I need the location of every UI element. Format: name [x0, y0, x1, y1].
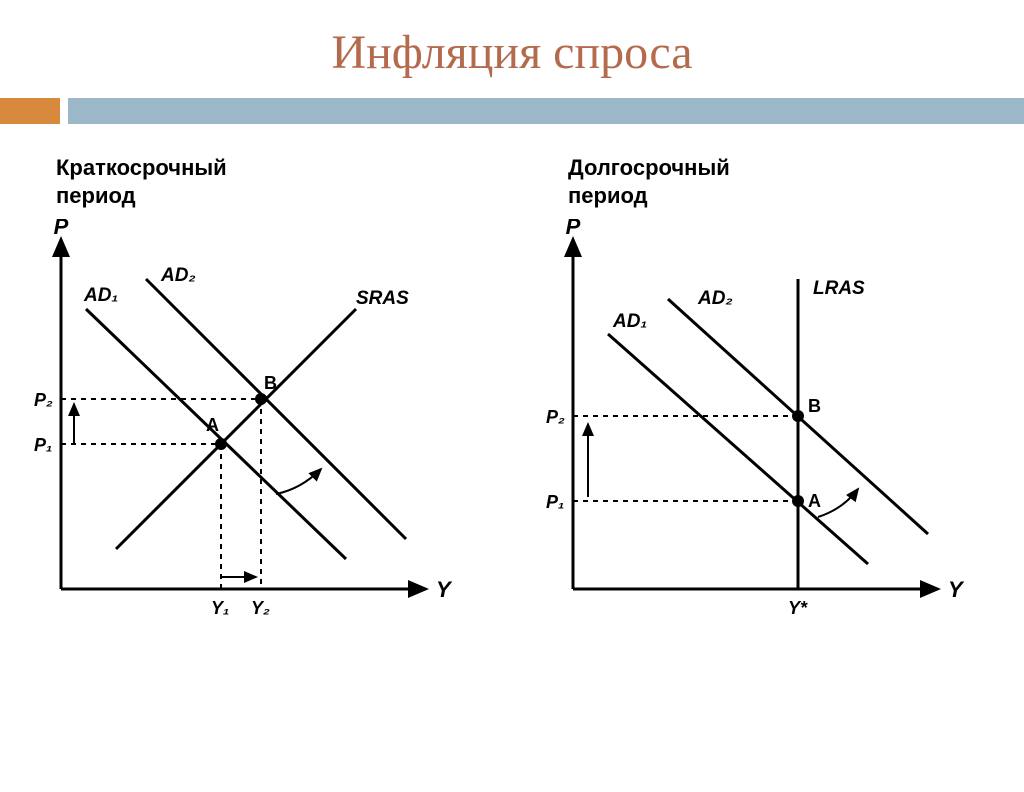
chart-left-svg: P Y SRAS AD₁ AD₂ A B P₁ P₂ — [26, 219, 456, 649]
page-title: Инфляция спроса — [0, 25, 1024, 80]
p2-label: P₂ — [546, 407, 565, 427]
axis-y-label: P — [54, 219, 69, 239]
ad-shift-arrow — [276, 469, 321, 494]
chart-right: Долгосрочныйпериод P Y LRAS AD₁ AD₂ — [538, 144, 998, 649]
axis-y-label: P — [566, 219, 581, 239]
ystar-label: Y* — [788, 598, 808, 618]
sras-line — [116, 309, 356, 549]
ad1-line — [608, 334, 868, 564]
axis-x-label: Y — [436, 577, 453, 602]
chart-left-subtitle: Краткосрочныйпериод — [56, 154, 486, 209]
chart-right-subtitle: Долгосрочныйпериод — [568, 154, 998, 209]
y2-label: Y₂ — [251, 598, 270, 618]
ad1-label: AD₁ — [612, 311, 647, 332]
ad2-label: AD₂ — [160, 265, 196, 286]
point-a — [215, 438, 227, 450]
point-a-label: A — [808, 491, 821, 511]
ad2-label: AD₂ — [697, 288, 733, 309]
y1-label: Y₁ — [211, 598, 229, 618]
point-b-label: B — [808, 396, 821, 416]
p1-label: P₁ — [34, 435, 52, 455]
point-b — [255, 393, 267, 405]
point-b-label: B — [264, 373, 277, 393]
point-a-label: A — [206, 415, 219, 435]
band-orange — [0, 98, 60, 124]
point-a — [792, 495, 804, 507]
point-b — [792, 410, 804, 422]
ad1-label: AD₁ — [83, 285, 118, 306]
sras-label: SRAS — [356, 288, 409, 309]
ad-shift-arrow — [818, 489, 858, 517]
p1-label: P₁ — [546, 492, 564, 512]
chart-left: Краткосрочныйпериод P Y SRAS AD₁ AD₂ — [26, 144, 486, 649]
axis-x-label: Y — [948, 577, 965, 602]
band-blue — [68, 98, 1024, 124]
chart-right-svg: P Y LRAS AD₁ AD₂ A B P₁ P₂ Y* — [538, 219, 968, 649]
p2-label: P₂ — [34, 390, 53, 410]
header-band — [0, 98, 1024, 124]
ad2-line — [146, 279, 406, 539]
charts-row: Краткосрочныйпериод P Y SRAS AD₁ AD₂ — [0, 144, 1024, 649]
lras-label: LRAS — [813, 278, 865, 299]
